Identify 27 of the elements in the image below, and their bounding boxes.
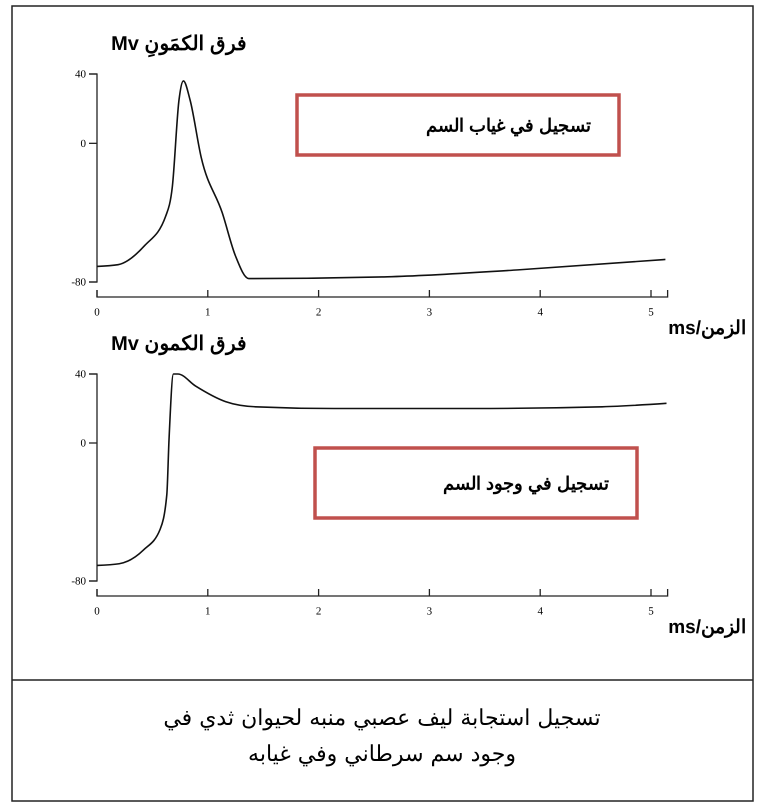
y-tick-label: 40 <box>75 368 86 381</box>
annotation: تسجيل في غياب السم <box>426 115 591 136</box>
annotation: تسجيل في وجود السم <box>442 473 609 494</box>
x-axis-title: الزمن/ms <box>668 318 746 339</box>
x-tick-label: 2 <box>316 605 322 618</box>
x-axis-title: الزمن/ms <box>668 617 746 638</box>
x-tick-label: 5 <box>648 605 654 618</box>
line-series <box>96 80 666 280</box>
y-tick-label: -80 <box>71 576 86 588</box>
x-tick-label: 3 <box>426 605 433 618</box>
y-tick-label: 0 <box>80 138 86 150</box>
x-tick-label: 4 <box>537 306 544 318</box>
x-tick-label: 3 <box>426 306 433 318</box>
y-tick-label: -80 <box>71 276 86 289</box>
x-tick-label: 5 <box>648 306 654 318</box>
line-series <box>96 373 668 566</box>
x-tick-label: 0 <box>94 605 100 618</box>
y-tick-label: 40 <box>75 68 86 81</box>
x-tick-label: 1 <box>205 306 211 318</box>
x-tick-label: 1 <box>205 605 211 618</box>
x-tick-label: 0 <box>94 306 100 318</box>
x-tick-label: 4 <box>537 605 544 618</box>
x-tick-label: 2 <box>316 306 322 318</box>
text: تسجيل استجابة ليف عصبي منبه لحيوان ثدي في وجود سم سرطاني وفي غيابه <box>163 706 601 767</box>
y-axis-title: فرق الكمون Mv <box>111 333 247 356</box>
y-tick-label: 0 <box>80 438 86 450</box>
y-axis-title: فرق الكمَونِ Mv <box>111 33 247 58</box>
